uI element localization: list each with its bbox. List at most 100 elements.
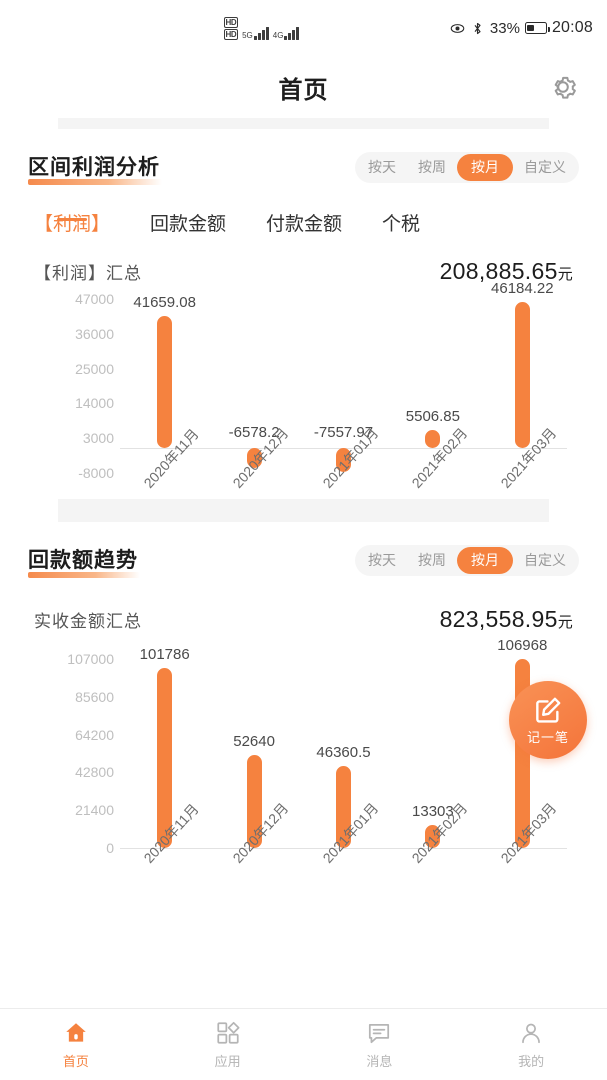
tab-active-indicator [289,218,319,221]
network-label: 5G [242,30,253,40]
period-segment-control[interactable]: 按天 按周 按月 自定义 [355,151,579,183]
battery-icon [524,22,550,34]
nav-label: 首页 [62,1053,89,1069]
nav-label: 我的 [518,1053,545,1069]
y-axis-1: 47000 36000 25000 14000 3000 -8000 [50,291,114,481]
tab-label: 付款金额 [266,214,343,235]
y-axis-tick: 21400 [75,802,114,819]
nav-item-profile[interactable]: 我的 [455,1020,607,1070]
nav-item-messages[interactable]: 消息 [304,1020,456,1070]
chart-bar [336,447,351,472]
status-bar-left-group: HD HD 5G 4G [223,16,300,40]
period-segment-control[interactable]: 按天 按周 按月 自定义 [355,544,579,576]
segment-by-day[interactable]: 按天 [368,552,396,568]
tab-active-indicator [57,218,87,221]
tab-label: 回款金额 [150,214,227,235]
tab-active-indicator [386,218,416,221]
chart-bar [157,668,173,848]
tab-personal-tax[interactable]: 个税 [382,209,420,236]
bluetooth-icon [474,22,481,34]
grid-apps-icon [217,1021,240,1044]
chart-bar [425,430,441,448]
segment-by-month[interactable]: 按月 [457,546,513,574]
signal-5g: 5G [242,26,269,40]
segment-by-week[interactable]: 按周 [418,159,446,175]
nav-label: 消息 [366,1053,393,1069]
status-bar-clock: 20:08 [551,19,593,36]
chart-bar [246,755,262,848]
section-title: 回款额趋势 [28,544,140,578]
zero-baseline [120,848,567,849]
y-axis-tick: 42800 [75,764,114,781]
fab-label: 记一笔 [526,730,569,745]
section-separator [58,499,549,522]
y-axis-tick: 64200 [75,726,114,743]
summary-value: 823,558.95元 [439,606,573,632]
bar-value-label: -7557.97 [313,423,374,441]
chart-bar [425,824,441,848]
plot-area-2: 101786 2020年11月 52640 2020年12月 46360.5 2021年0… [120,637,567,866]
bar-value-label: 52640 [233,733,275,751]
y-axis-tick: 47000 [75,291,114,307]
segment-by-week[interactable]: 按周 [418,552,446,568]
hd-badge-icon: HD [223,28,239,40]
page-title: 首页 [278,76,329,104]
tab-active-indicator [173,218,203,221]
add-record-fab[interactable]: 记一笔 [509,681,587,759]
bar-value-label: -6578.2 [228,423,280,441]
metric-tabs[interactable]: 【利润】 回款金额 付款金额 个税 [28,209,579,236]
chart-bar [157,315,173,448]
chart-bar [514,301,530,448]
summary-unit: 元 [557,614,573,631]
person-icon [522,1023,541,1043]
chart-bar [246,447,262,469]
bar-value-label: 41659.08 [133,293,196,311]
tab-profit[interactable]: 【利润】 [34,209,110,236]
bar-value-label: 46184.22 [491,279,554,297]
receivables-bar-chart: 107000 85600 64200 42800 21400 0 101786 2020年1… [28,637,579,874]
status-bar-right-group: 33% 20:08 [450,0,607,56]
plot-area-1: 41659.08 2020年11月 -6578.2 2020年12月 -7557.97 2… [120,280,567,491]
app-header: 首页 [0,56,607,118]
nav-item-home[interactable]: 首页 [0,1020,152,1070]
bar-value-label: 46360.5 [316,744,371,762]
section-separator [58,118,549,129]
profit-bar-chart: 47000 36000 25000 14000 3000 -8000 41659.08 20… [28,280,579,499]
y-axis-tick: 25000 [75,360,114,377]
y-axis-tick: 85600 [75,688,114,705]
bar-value-label: 106968 [497,637,548,655]
section-title: 区间利润分析 [28,151,162,185]
bar-value-label: 5506.85 [405,408,461,426]
nav-item-apps[interactable]: 应用 [152,1020,304,1070]
gear-icon[interactable] [547,71,579,103]
y-axis-tick: 3000 [82,430,114,447]
edit-note-icon [536,697,561,723]
y-axis-tick: 107000 [67,651,114,667]
section-header: 回款额趋势 按天 按周 按月 自定义 [28,544,579,578]
y-axis-tick: 36000 [75,325,114,342]
tab-label: 【利润】 [34,214,111,235]
signal-bars-icon [253,26,269,40]
summary-unit: 元 [557,266,573,283]
eye-icon [450,23,465,33]
signal-bars-icon [284,26,300,40]
network-label: 4G [272,30,284,40]
summary-label: 【利润】汇总 [34,264,142,283]
tab-label: 个税 [382,214,421,235]
battery-percent-label: 33% [489,19,520,37]
y-axis-tick: 0 [106,840,114,856]
tab-received-amount[interactable]: 回款金额 [150,209,226,236]
bar-value-label: 101786 [139,646,190,664]
segment-custom[interactable]: 自定义 [524,159,566,175]
hd-badge-icon: HD [223,16,239,28]
segment-custom[interactable]: 自定义 [524,552,566,568]
summary-label: 实收金额汇总 [34,612,142,631]
receivables-summary-row: 实收金额汇总 823,558.95元 [28,606,579,633]
segment-by-day[interactable]: 按天 [368,159,396,175]
tab-paid-amount[interactable]: 付款金额 [266,209,342,236]
chart-bar [336,766,351,848]
bar-value-label: 13303 [412,802,454,820]
bottom-navigation[interactable]: 首页 应用 消息 我的 [0,1008,607,1080]
segment-by-month[interactable]: 按月 [457,153,513,181]
y-axis-tick: 14000 [75,395,114,412]
